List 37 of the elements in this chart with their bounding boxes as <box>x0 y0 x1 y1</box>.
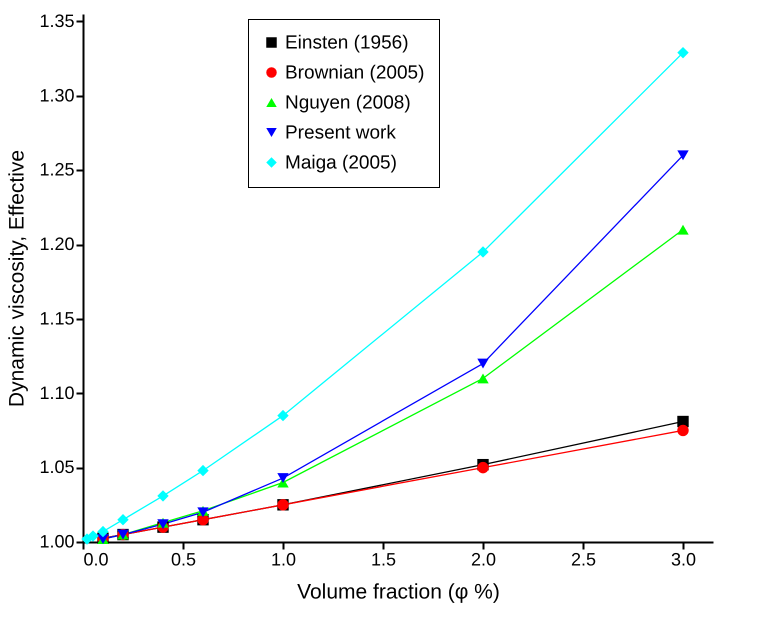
legend-label: Nguyen (2008) <box>285 92 411 114</box>
point <box>477 246 489 258</box>
legend-label: Maiga (2005) <box>285 152 397 174</box>
y-axis-title: Dynamic viscosity, Effective <box>5 150 28 408</box>
y-tick-label: 1.15 <box>39 308 74 328</box>
point <box>277 410 289 422</box>
point <box>197 464 209 476</box>
legend-label: Brownian (2005) <box>285 62 424 84</box>
point <box>677 424 689 436</box>
point <box>477 373 489 384</box>
y-tick-label: 1.20 <box>39 234 74 254</box>
legend-label: Present work <box>285 122 396 144</box>
y-tick-label: 1.25 <box>39 160 74 180</box>
point <box>277 473 289 483</box>
x-tick-label: 0.0 <box>84 550 109 570</box>
x-tick-label: 1.0 <box>270 550 296 570</box>
y-tick-label: 1.35 <box>39 10 74 31</box>
legend-label: Einsten (1956) <box>285 32 409 54</box>
x-tick-label: 0.5 <box>170 550 196 570</box>
point <box>97 526 109 538</box>
x-axis-title: Volume fraction (φ %) <box>297 580 500 604</box>
point <box>477 358 489 368</box>
point <box>477 462 489 474</box>
point <box>677 224 689 235</box>
point <box>157 490 169 502</box>
x-tick-label: 2.5 <box>570 550 596 570</box>
y-tick-label: 1.05 <box>39 457 74 478</box>
x-tick-label: 3.0 <box>670 550 696 570</box>
point <box>677 46 689 58</box>
point <box>677 150 689 160</box>
y-tick-label: 1.10 <box>39 382 74 403</box>
y-tick-label: 1.00 <box>39 532 74 552</box>
x-tick-label: 2.0 <box>470 550 496 570</box>
x-tick-label: 1.5 <box>370 550 396 570</box>
y-tick-label: 1.30 <box>39 85 74 106</box>
point <box>117 514 129 526</box>
point <box>87 530 99 542</box>
